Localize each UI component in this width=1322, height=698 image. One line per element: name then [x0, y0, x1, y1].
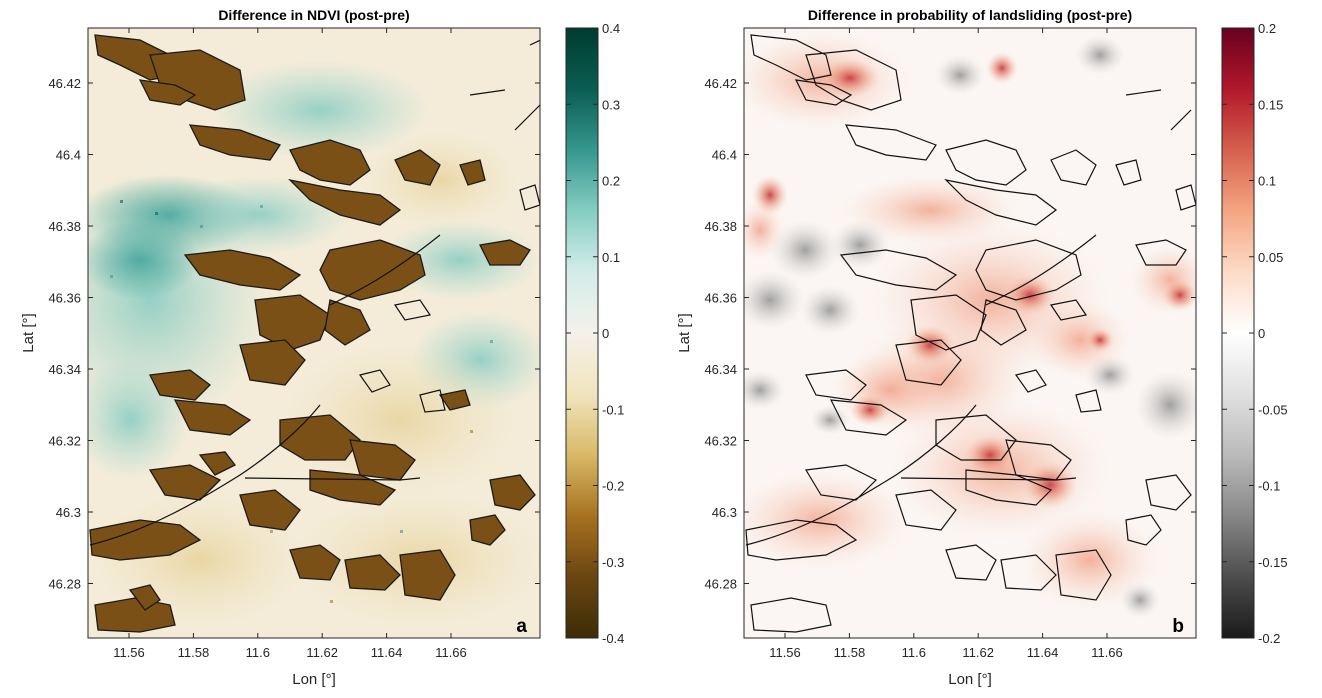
- x-tick-label: 11.56: [113, 645, 145, 660]
- y-tick-label: 46.36: [704, 291, 737, 306]
- y-axis-label: Lat [°]: [20, 313, 37, 352]
- y-axis-label: Lat [°]: [676, 313, 693, 352]
- x-tick-label: 11.64: [371, 645, 403, 660]
- colorbar-tick-label: -0.15: [1258, 555, 1288, 570]
- colorbar-tick-label: 0: [602, 326, 609, 341]
- colorbar-tick-label: 0.2: [1258, 21, 1276, 36]
- panel-b-label: b: [1172, 616, 1184, 637]
- y-tick-label: 46.4: [712, 148, 737, 163]
- colorbar-tick-label: 0.15: [1258, 97, 1283, 112]
- colorbar-tick-label: -0.05: [1258, 402, 1288, 417]
- panel-b-axes: 11.56 11.58 11.6 11.62 11.64 11.66 46.42 46.4 46…: [676, 28, 1196, 688]
- y-tick-label: 46.4: [56, 148, 81, 163]
- panel-a: Difference in NDVI (post-pre): [20, 7, 624, 688]
- x-tick-label: 11.6: [246, 645, 270, 660]
- y-tick-label: 46.36: [48, 291, 81, 306]
- landslide-contours: [89, 39, 540, 546]
- y-tick-label: 46.3: [56, 505, 81, 520]
- y-tick-label: 46.3: [712, 505, 737, 520]
- y-tick-label: 46.38: [48, 219, 81, 234]
- probability-map: [744, 28, 1196, 638]
- colorbar-tick-label: 0.4: [602, 21, 620, 36]
- colorbar-tick-label: 0.2: [602, 174, 620, 189]
- colorbar-tick-label: -0.4: [602, 631, 624, 646]
- panel-b-colorbar-ticks: 0.2 0.15 0.1 0.05 0 -0.05 -0.1 -0.15 -0.2: [1222, 21, 1288, 646]
- x-tick-label: 11.62: [962, 645, 994, 660]
- panel-a-axes: 11.56 11.58 11.6 11.62 11.64 11.66 46.42 46.4 46…: [20, 28, 540, 688]
- y-tick-label: 46.42: [704, 76, 737, 91]
- colorbar-tick-label: 0.1: [1258, 174, 1276, 189]
- ndvi-map: [88, 28, 540, 638]
- y-tick-label: 46.34: [48, 362, 81, 377]
- colorbar-tick-label: -0.2: [602, 479, 624, 494]
- colorbar-tick-label: -0.1: [602, 402, 624, 417]
- x-tick-label: 11.66: [435, 645, 467, 660]
- panel-b: Difference in probability of landsliding…: [676, 7, 1288, 688]
- panel-a-title: Difference in NDVI (post-pre): [218, 7, 409, 23]
- x-tick-label: 11.58: [834, 645, 866, 660]
- y-tick-label: 46.28: [48, 577, 81, 592]
- y-tick-label: 46.38: [704, 219, 737, 234]
- panel-b-title: Difference in probability of landsliding…: [808, 7, 1132, 23]
- colorbar-tick-label: -0.1: [1258, 479, 1280, 494]
- panel-a-frame: [87, 27, 541, 639]
- y-tick-label: 46.32: [704, 434, 737, 449]
- x-tick-label: 11.6: [902, 645, 926, 660]
- y-tick-label: 46.28: [704, 577, 737, 592]
- x-tick-label: 11.62: [306, 645, 338, 660]
- colorbar-tick-label: 0.3: [602, 97, 620, 112]
- colorbar-tick-label: 0.05: [1258, 250, 1283, 265]
- x-axis-label: Lon [°]: [292, 671, 336, 688]
- panel-a-colorbar-ticks: 0.4 0.3 0.2 0.1 0 -0.1 -0.2 -0.3 -0.4: [566, 21, 624, 646]
- y-tick-label: 46.32: [48, 434, 81, 449]
- x-tick-label: 11.56: [769, 645, 801, 660]
- x-tick-label: 11.64: [1027, 645, 1059, 660]
- colorbar-tick-label: -0.3: [602, 555, 624, 570]
- panel-b-colorbar: [1221, 27, 1255, 639]
- panel-a-colorbar: [565, 27, 599, 639]
- colorbar-tick-label: -0.2: [1258, 631, 1280, 646]
- landslide-patches: [89, 34, 536, 633]
- panel-a-label: a: [516, 616, 527, 637]
- texture-speckle: [110, 200, 493, 603]
- y-tick-label: 46.34: [704, 362, 737, 377]
- x-axis-label: Lon [°]: [948, 671, 992, 688]
- y-tick-label: 46.42: [48, 76, 81, 91]
- colorbar-tick-label: 0: [1258, 326, 1265, 341]
- panel-b-frame: [743, 27, 1197, 639]
- x-tick-label: 11.66: [1091, 645, 1123, 660]
- colorbar-tick-label: 0.1: [602, 250, 620, 265]
- landslide-contours-b: [745, 34, 1196, 633]
- x-tick-label: 11.58: [178, 645, 210, 660]
